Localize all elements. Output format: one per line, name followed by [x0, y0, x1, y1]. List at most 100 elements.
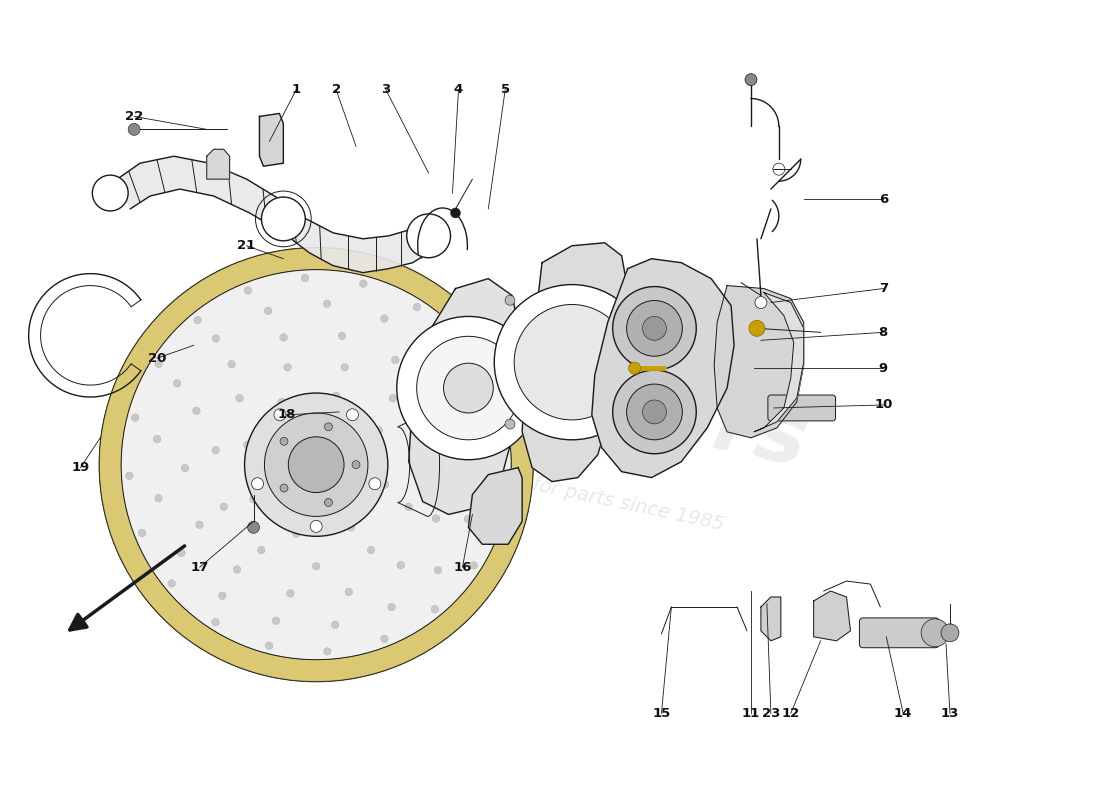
Circle shape: [332, 392, 340, 400]
Circle shape: [288, 437, 344, 493]
Circle shape: [235, 394, 243, 402]
Polygon shape: [754, 293, 804, 432]
Circle shape: [233, 566, 241, 574]
Circle shape: [494, 285, 649, 440]
Circle shape: [613, 370, 696, 454]
Text: 15: 15: [652, 707, 671, 720]
Circle shape: [407, 214, 451, 258]
Circle shape: [412, 446, 420, 454]
Text: 16: 16: [453, 561, 472, 574]
FancyBboxPatch shape: [859, 618, 939, 648]
Circle shape: [346, 409, 359, 421]
Circle shape: [155, 360, 163, 368]
Text: 5: 5: [500, 83, 509, 96]
Circle shape: [514, 305, 629, 420]
Circle shape: [228, 361, 235, 368]
Circle shape: [629, 295, 639, 306]
Text: 22: 22: [125, 110, 143, 123]
Circle shape: [429, 350, 437, 357]
Circle shape: [628, 362, 640, 374]
Circle shape: [220, 503, 228, 510]
Circle shape: [243, 441, 251, 449]
Text: 9: 9: [879, 362, 888, 374]
Circle shape: [940, 624, 959, 642]
Text: 8: 8: [879, 326, 888, 339]
Circle shape: [405, 503, 412, 510]
Circle shape: [244, 393, 388, 536]
Text: 1: 1: [292, 83, 301, 96]
Circle shape: [301, 274, 309, 282]
Circle shape: [264, 307, 272, 314]
Text: 7: 7: [879, 282, 888, 295]
Circle shape: [456, 342, 464, 350]
Circle shape: [99, 248, 534, 682]
Text: 17: 17: [190, 561, 209, 574]
Circle shape: [131, 414, 139, 422]
Circle shape: [392, 356, 399, 364]
Circle shape: [388, 603, 395, 611]
Circle shape: [346, 524, 354, 531]
Circle shape: [212, 446, 220, 454]
Text: 12: 12: [782, 707, 800, 720]
Polygon shape: [761, 597, 781, 641]
Circle shape: [629, 419, 639, 429]
Circle shape: [431, 606, 439, 613]
Text: 21: 21: [238, 239, 255, 252]
Circle shape: [196, 521, 204, 529]
Circle shape: [749, 321, 764, 336]
Text: 19: 19: [72, 461, 89, 474]
Polygon shape: [260, 114, 284, 166]
Circle shape: [155, 494, 163, 502]
Polygon shape: [592, 258, 734, 478]
Circle shape: [125, 472, 133, 479]
Polygon shape: [118, 156, 429, 273]
Circle shape: [153, 435, 161, 443]
Circle shape: [627, 301, 682, 356]
Text: a passion for parts since 1985: a passion for parts since 1985: [433, 454, 726, 534]
Circle shape: [461, 399, 469, 406]
Text: 20: 20: [147, 352, 166, 365]
Circle shape: [310, 520, 322, 532]
Circle shape: [324, 423, 332, 431]
Wedge shape: [99, 248, 534, 682]
Circle shape: [272, 617, 279, 625]
Circle shape: [613, 286, 696, 370]
Circle shape: [921, 619, 949, 646]
Circle shape: [92, 175, 128, 211]
Circle shape: [375, 426, 383, 434]
Circle shape: [265, 642, 273, 650]
Circle shape: [192, 407, 200, 414]
Circle shape: [642, 317, 667, 340]
Text: 23: 23: [761, 707, 780, 720]
Circle shape: [381, 635, 388, 642]
Circle shape: [257, 546, 265, 554]
Circle shape: [755, 297, 767, 309]
Circle shape: [219, 592, 227, 599]
Circle shape: [451, 208, 461, 218]
Text: 3: 3: [382, 83, 390, 96]
Circle shape: [278, 398, 285, 406]
Polygon shape: [207, 150, 230, 179]
Circle shape: [279, 334, 287, 342]
Circle shape: [338, 332, 345, 340]
Circle shape: [323, 300, 331, 308]
Text: 14: 14: [894, 707, 912, 720]
Circle shape: [397, 562, 405, 569]
Circle shape: [280, 484, 288, 492]
Circle shape: [287, 590, 294, 598]
Circle shape: [250, 495, 257, 503]
FancyBboxPatch shape: [768, 395, 836, 421]
Circle shape: [264, 413, 367, 517]
Polygon shape: [469, 468, 522, 544]
Circle shape: [443, 458, 451, 465]
Circle shape: [312, 562, 320, 570]
Text: 13: 13: [940, 707, 959, 720]
Circle shape: [499, 450, 507, 458]
Circle shape: [429, 401, 437, 408]
Circle shape: [262, 197, 305, 241]
Circle shape: [139, 529, 146, 537]
Circle shape: [494, 508, 501, 515]
Circle shape: [434, 566, 442, 574]
Circle shape: [486, 393, 494, 400]
Circle shape: [464, 515, 472, 523]
